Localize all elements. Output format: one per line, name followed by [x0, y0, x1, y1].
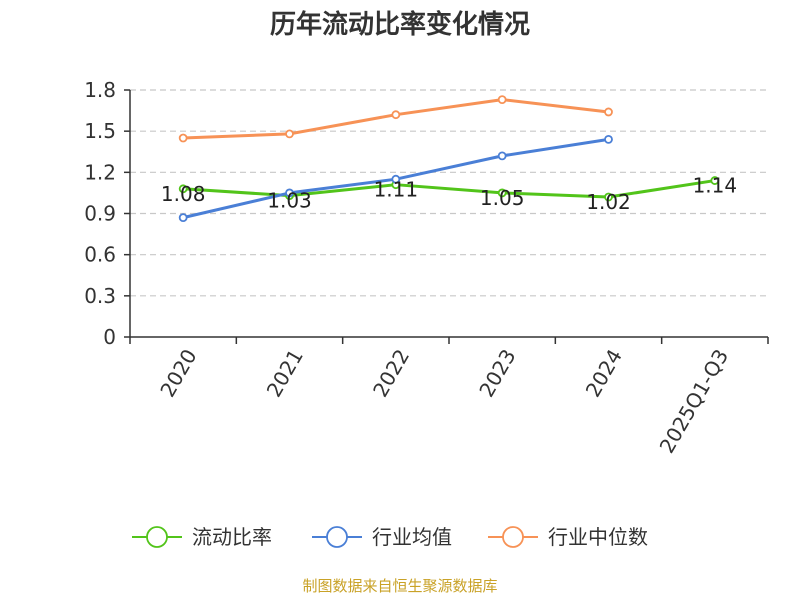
data-point	[285, 188, 294, 198]
legend-marker	[502, 526, 524, 548]
x-tick-label: 2024	[581, 345, 627, 401]
data-point	[391, 174, 401, 184]
data-point	[497, 188, 507, 198]
x-tick-label: 2022	[368, 345, 414, 401]
x-tick-label: 2023	[474, 345, 520, 401]
legend-label: 流动比率	[192, 525, 272, 549]
y-tick-label: 0.3	[84, 284, 116, 308]
y-tick-label: 1.8	[84, 78, 116, 102]
legend-marker	[146, 526, 168, 548]
legend-item[interactable]: 流动比率	[132, 525, 272, 549]
grid-lines	[130, 89, 768, 297]
legend[interactable]: 流动比率 行业均值 行业中位数	[132, 525, 648, 549]
series-lines	[178, 95, 720, 223]
y-tick-label: 1.2	[84, 160, 116, 184]
x-tick-label: 2021	[262, 345, 308, 401]
data-point	[178, 213, 188, 223]
x-tick-label: 2025Q1-Q3	[655, 345, 734, 457]
data-point	[178, 184, 188, 194]
data-label: 1.02	[586, 190, 631, 214]
data-point	[285, 129, 294, 139]
data-point	[604, 192, 613, 202]
data-label: 1.03	[267, 189, 312, 213]
y-tick-label: 0	[103, 325, 116, 349]
data-label: 1.14	[693, 174, 738, 198]
chart-title: 历年流动比率变化情况	[270, 9, 530, 40]
x-tick-label: 2020	[155, 345, 201, 401]
data-point	[604, 134, 613, 144]
data-point	[710, 176, 720, 185]
data-point	[497, 95, 507, 105]
legend-item[interactable]: 行业中位数	[488, 525, 648, 549]
axes: 0 0.3 0.6 0.9 1.2 1.5 1.8 2020 2021 2022 2023 2024 2…	[84, 78, 769, 457]
y-tick-label: 0.6	[84, 243, 116, 267]
data-point	[391, 110, 401, 120]
data-point	[178, 133, 188, 143]
data-point	[497, 151, 507, 161]
data-label: 1.05	[480, 186, 525, 210]
legend-item[interactable]: 行业均值	[312, 525, 452, 549]
source-note: 制图数据来自恒生聚源数据库	[302, 577, 497, 595]
data-label: 1.08	[161, 182, 206, 206]
y-tick-label: 0.9	[84, 202, 116, 226]
legend-label: 行业均值	[372, 525, 452, 549]
data-point	[604, 107, 613, 117]
data-label: 1.11	[374, 178, 419, 202]
y-tick-label: 1.5	[84, 119, 116, 143]
series-line	[183, 179, 716, 199]
legend-marker	[326, 526, 348, 548]
data-labels: 1.08 1.03 1.11 1.05 1.02 1.14	[161, 174, 737, 214]
legend-label: 行业中位数	[548, 525, 648, 549]
